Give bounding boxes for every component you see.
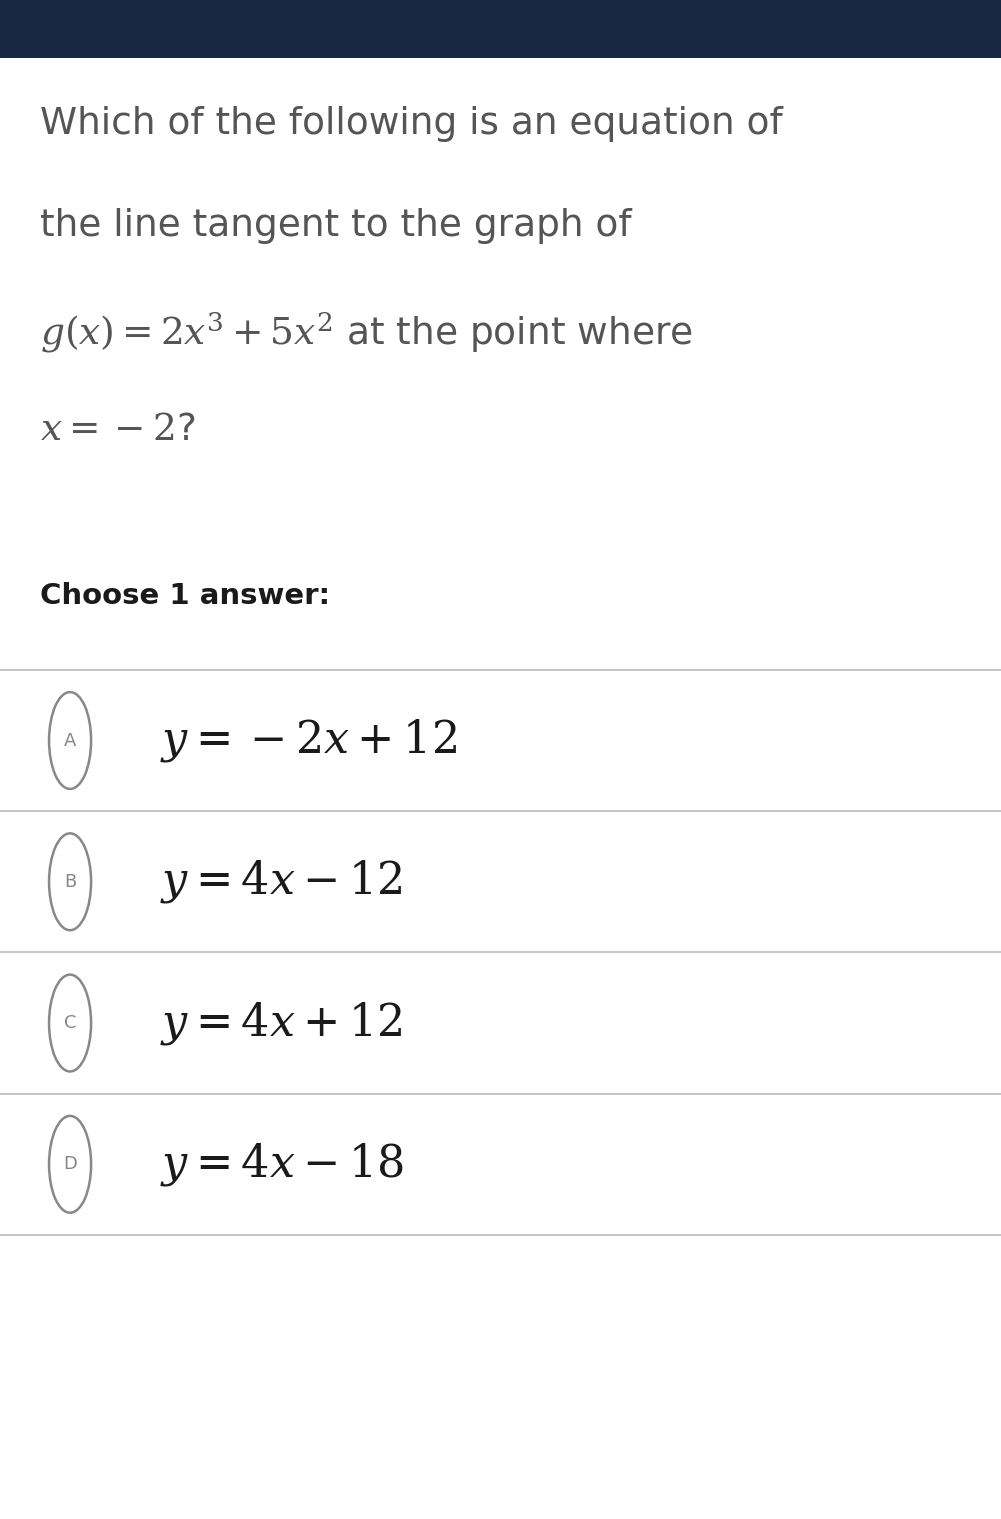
Text: Which of the following is an equation of: Which of the following is an equation of — [40, 106, 783, 143]
FancyBboxPatch shape — [0, 0, 1001, 58]
Text: Choose 1 answer:: Choose 1 answer: — [40, 582, 330, 609]
Text: the line tangent to the graph of: the line tangent to the graph of — [40, 208, 632, 245]
Text: $y = 4x - 12$: $y = 4x - 12$ — [160, 858, 402, 905]
Text: C: C — [64, 1015, 76, 1031]
Text: A: A — [64, 732, 76, 749]
Text: $y = -2x + 12$: $y = -2x + 12$ — [160, 717, 457, 764]
Text: $y = 4x - 18$: $y = 4x - 18$ — [160, 1141, 404, 1188]
Text: D: D — [63, 1156, 77, 1173]
Text: $g(x) = 2x^3 + 5x^2$ at the point where: $g(x) = 2x^3 + 5x^2$ at the point where — [40, 310, 693, 355]
Text: $x = -2$?: $x = -2$? — [40, 412, 195, 448]
Text: B: B — [64, 873, 76, 890]
Text: $y = 4x + 12$: $y = 4x + 12$ — [160, 1000, 402, 1047]
